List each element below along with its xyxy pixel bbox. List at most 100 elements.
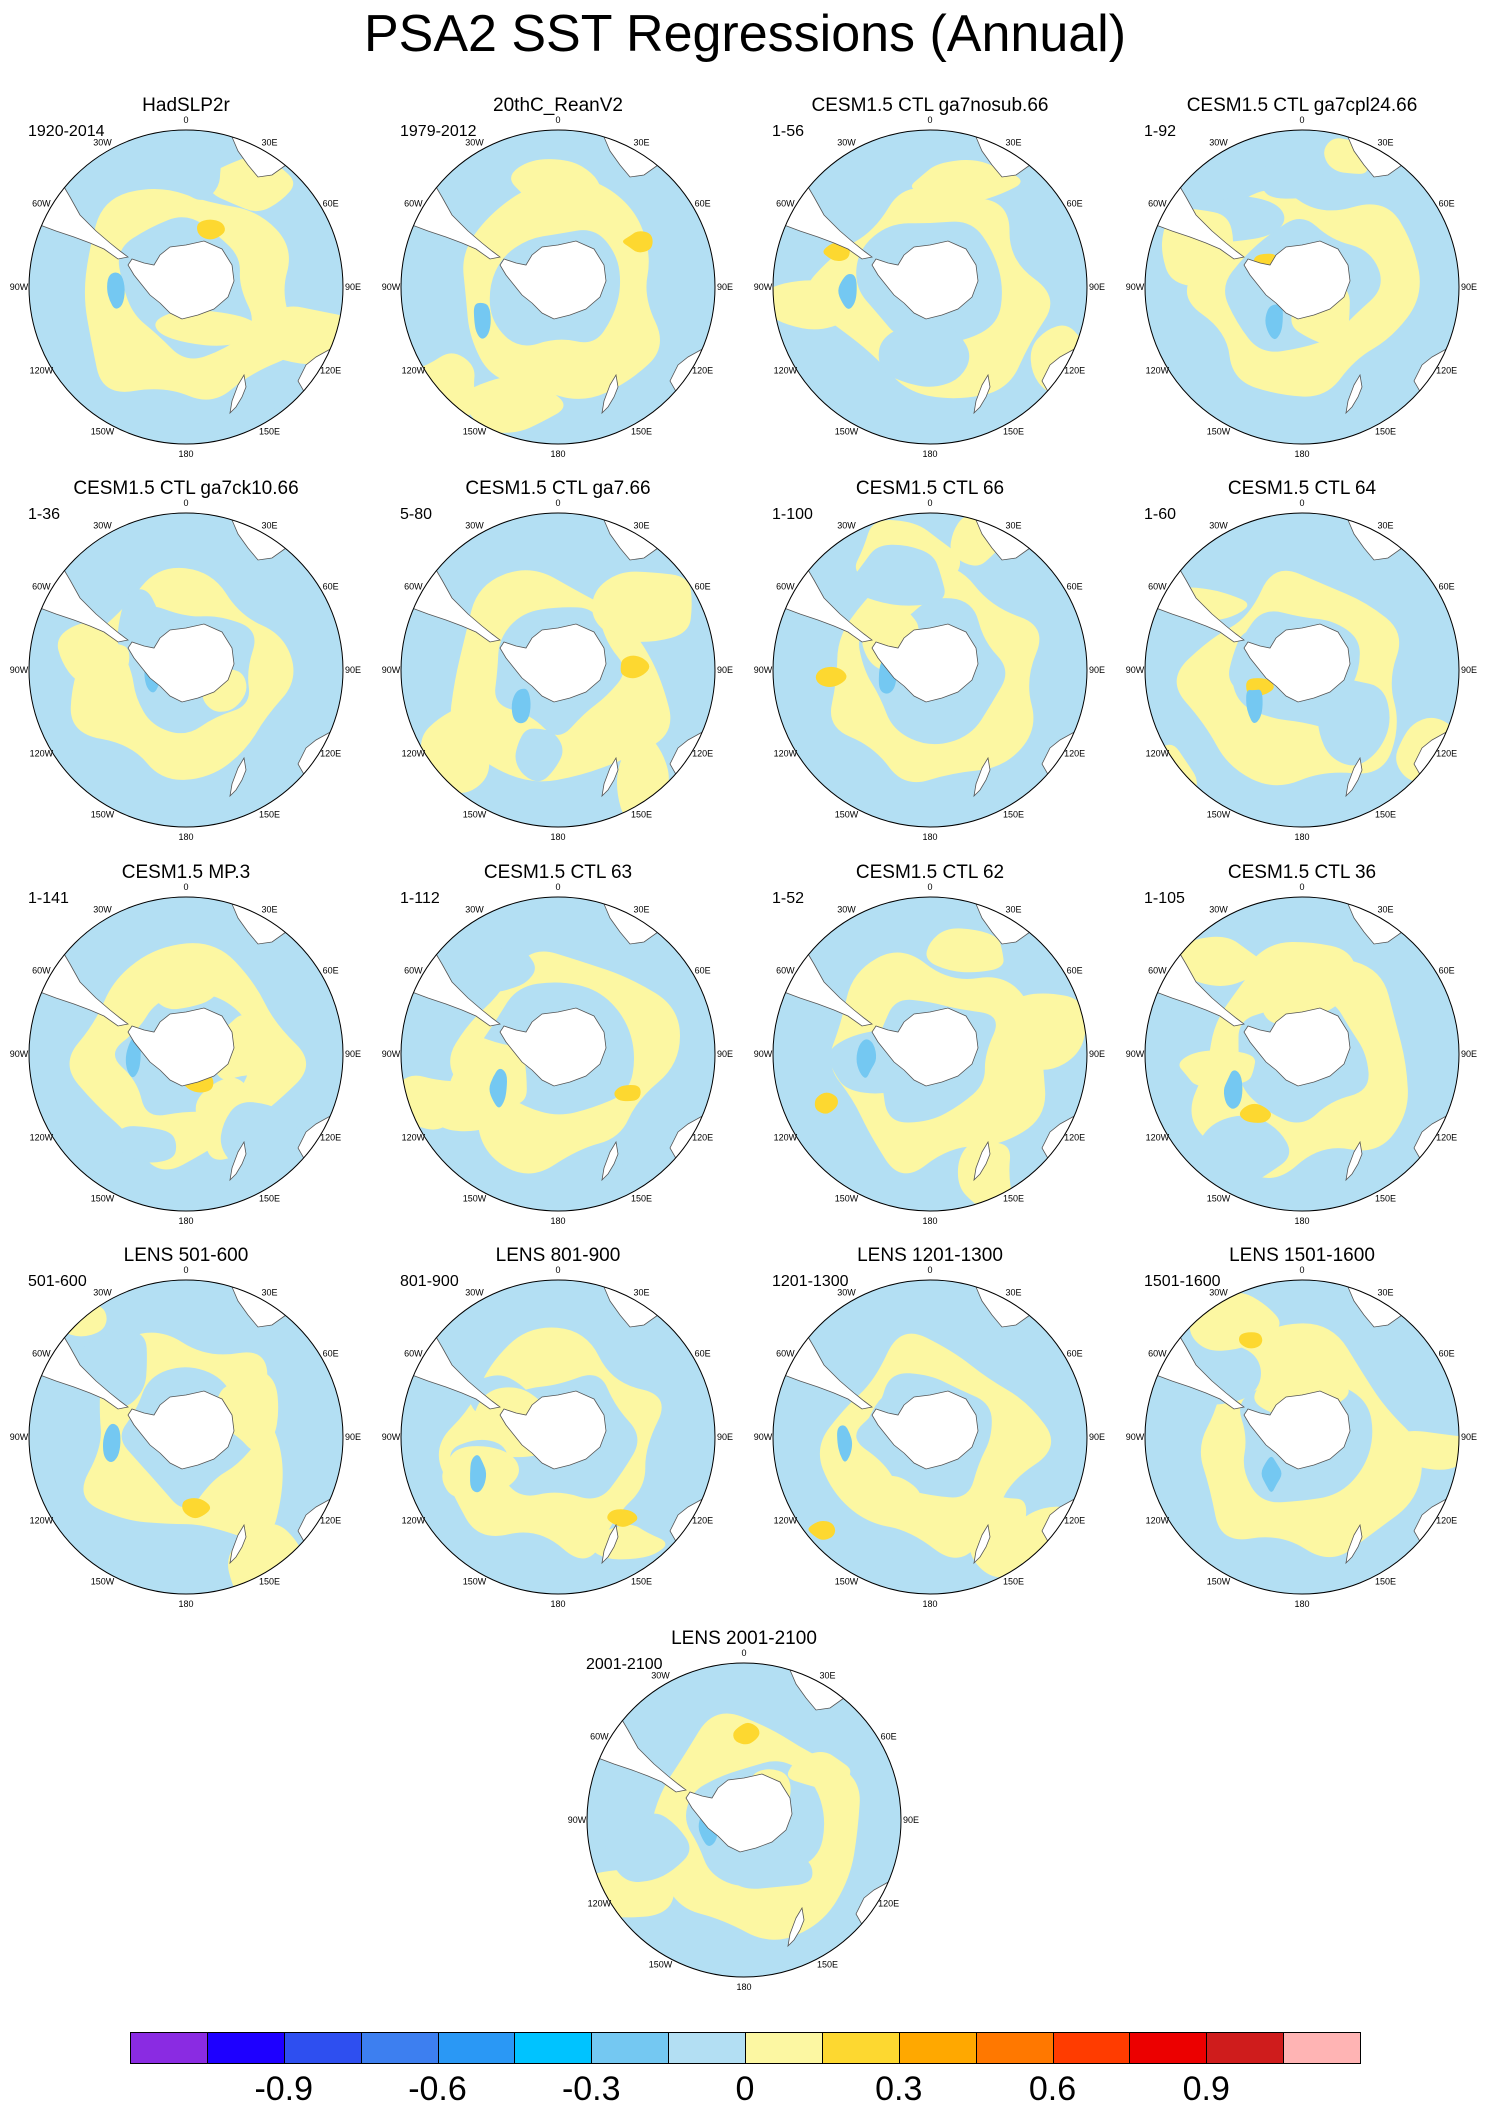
longitude-label: 90W — [1126, 1432, 1145, 1442]
longitude-label: 150W — [649, 1960, 673, 1970]
longitude-label: 60E — [1439, 966, 1455, 976]
panel-years: 5-80 — [400, 506, 433, 523]
panel-years: 801-900 — [400, 1273, 459, 1290]
longitude-label: 120W — [30, 1516, 54, 1526]
longitude-label: 90E — [1461, 665, 1477, 675]
longitude-label: 180 — [550, 449, 565, 459]
longitude-label: 0 — [741, 1648, 746, 1658]
longitude-label: 150E — [1375, 810, 1396, 820]
panel-title: CESM1.5 CTL ga7cpl24.66 — [1186, 95, 1418, 116]
colorbar-swatch — [360, 2032, 439, 2064]
strong-positive-anomaly — [607, 1509, 638, 1527]
longitude-label: 60W — [776, 199, 795, 209]
longitude-label: 120E — [1436, 749, 1457, 759]
longitude-label: 120W — [30, 1133, 54, 1143]
longitude-label: 60W — [32, 582, 51, 592]
longitude-label: 30W — [93, 1287, 112, 1297]
longitude-label: 30E — [261, 904, 277, 914]
negative-anomaly-region — [878, 319, 970, 387]
strong-positive-anomaly — [808, 1520, 836, 1540]
positive-anomaly-region — [44, 1301, 107, 1337]
polar-map: 0 30E 60E 90E 120E 150E 180 150W 120W 90W 60W 30W — [754, 882, 1105, 1226]
map-panel: CESM1.5 CTL ga7.66 5-80 0 30E 60E 90E 120E 150E… — [372, 478, 744, 858]
colorbar-swatch — [206, 2032, 285, 2064]
longitude-label: 150W — [835, 1194, 859, 1204]
longitude-label: 30E — [1377, 137, 1393, 147]
strong-negative-anomaly — [125, 1038, 141, 1078]
positive-anomaly-region — [1171, 936, 1264, 987]
map-border — [772, 896, 1088, 1212]
polar-map: 0 30E 60E 90E 120E 150E 180 150W 120W 90W 60W 30W — [382, 1265, 733, 1609]
colorbar-swatch — [1206, 2032, 1285, 2064]
colorbar-swatch — [898, 2032, 977, 2064]
longitude-label: 90E — [717, 665, 733, 675]
new-zealand-landmass — [1345, 1140, 1363, 1182]
strong-negative-anomaly — [489, 1068, 508, 1108]
strong-negative-anomaly — [107, 272, 125, 309]
longitude-label: 90W — [10, 282, 29, 292]
longitude-label: 120E — [1436, 366, 1457, 376]
longitude-label: 30W — [1209, 904, 1228, 914]
longitude-label: 30E — [633, 520, 649, 530]
longitude-label: 150W — [1207, 1194, 1231, 1204]
longitude-label: 90W — [754, 1432, 773, 1442]
longitude-label: 60E — [695, 199, 711, 209]
longitude-label: 150E — [259, 1577, 280, 1587]
longitude-label: 60W — [32, 1349, 51, 1359]
positive-anomaly-region — [996, 993, 1086, 1070]
longitude-label: 90W — [10, 1049, 29, 1059]
longitude-label: 60E — [881, 1732, 897, 1742]
longitude-label: 0 — [183, 1265, 188, 1275]
negative-anomaly-region — [115, 1126, 177, 1163]
map-panel: LENS 801-900 801-900 0 30E 60E 90E 120E 150E 180… — [372, 1245, 744, 1625]
panel-title: CESM1.5 CTL ga7nosub.66 — [811, 95, 1049, 116]
colorbar-swatch — [668, 2032, 746, 2064]
new-zealand-landmass — [973, 1523, 991, 1565]
antarctica-landmass — [499, 623, 607, 703]
longitude-label: 60E — [323, 582, 339, 592]
longitude-label: 120E — [692, 1133, 713, 1143]
longitude-label: 180 — [178, 1216, 193, 1226]
longitude-label: 90E — [903, 1815, 919, 1825]
longitude-label: 60W — [1148, 582, 1167, 592]
longitude-label: 30E — [1377, 904, 1393, 914]
longitude-label: 60E — [323, 1349, 339, 1359]
negative-anomaly-region — [515, 728, 563, 782]
longitude-label: 0 — [927, 115, 932, 125]
longitude-label: 90W — [754, 665, 773, 675]
map-panel: HadSLP2r 1920-2014 0 30E 60E 90E 120E 150E 180 15… — [0, 95, 372, 475]
antarctica-landmass — [1243, 623, 1351, 703]
antarctica-landmass — [499, 1390, 607, 1470]
longitude-label: 90E — [1089, 665, 1105, 675]
panel-title: HadSLP2r — [142, 95, 230, 116]
longitude-label: 120W — [1146, 1133, 1170, 1143]
longitude-label: 180 — [550, 1216, 565, 1226]
strong-positive-anomaly — [614, 1084, 641, 1102]
strong-positive-anomaly — [1239, 1103, 1271, 1123]
longitude-label: 0 — [183, 882, 188, 892]
longitude-label: 150W — [835, 810, 859, 820]
longitude-label: 90E — [345, 282, 361, 292]
positive-anomaly-region — [957, 1140, 1011, 1211]
longitude-label: 90E — [1461, 1432, 1477, 1442]
antarctica-landmass — [1243, 240, 1351, 320]
longitude-label: 90W — [1126, 1049, 1145, 1059]
longitude-label: 90E — [1089, 282, 1105, 292]
panel-title: LENS 2001-2100 — [671, 1628, 817, 1649]
longitude-label: 90E — [717, 282, 733, 292]
antarctica-landmass — [871, 1007, 979, 1087]
strong-negative-anomaly — [1265, 304, 1283, 340]
colorbar-swatch — [821, 2032, 900, 2064]
longitude-label: 150W — [91, 810, 115, 820]
negative-anomaly-region — [1317, 676, 1390, 766]
negative-anomaly-region — [273, 381, 343, 421]
longitude-label: 30E — [261, 520, 277, 530]
page-title: PSA2 SST Regressions (Annual) — [363, 5, 1127, 63]
longitude-label: 120E — [1064, 1133, 1085, 1143]
polar-map: 0 30E 60E 90E 120E 150E 180 150W 120W 90W 60W 30W — [382, 115, 733, 459]
positive-anomaly-region — [146, 951, 224, 1010]
map-border — [28, 896, 344, 1212]
longitude-label: 30W — [465, 1287, 484, 1297]
longitude-label: 90E — [1089, 1432, 1105, 1442]
longitude-label: 120W — [30, 366, 54, 376]
